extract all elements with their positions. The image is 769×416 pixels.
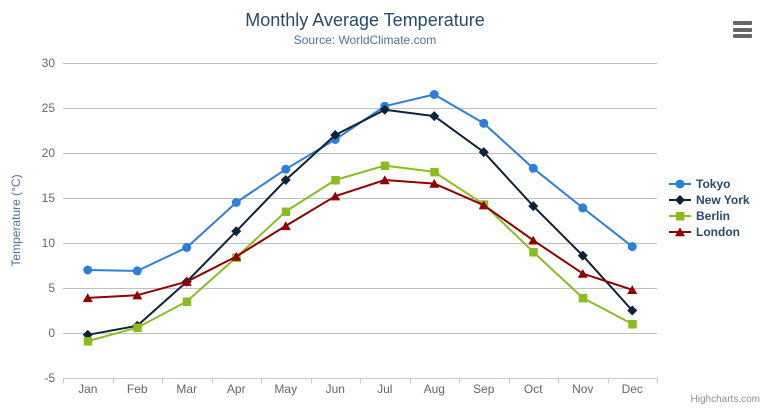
legend-item-label: Berlin [696, 209, 731, 223]
data-point-berlin-jan[interactable] [83, 337, 93, 346]
x-axis-label: Mar [176, 382, 197, 396]
data-point-tokyo-nov[interactable] [578, 203, 588, 213]
diamond-icon[interactable] [675, 195, 685, 205]
hamburger-icon [733, 27, 752, 32]
series-line-new-york [86, 108, 634, 336]
data-point-tokyo-oct[interactable] [528, 163, 538, 173]
x-axis-label: Jan [78, 382, 97, 396]
y-axis-label: 15 [42, 191, 56, 205]
data-point-tokyo-jan[interactable] [83, 265, 93, 275]
data-point-tokyo-sep[interactable] [479, 118, 489, 128]
data-point-new-york-jul[interactable] [379, 104, 390, 115]
x-axis-label: Feb [127, 382, 148, 396]
x-axis-label: Apr [227, 382, 246, 396]
x-axis-label: Aug [424, 382, 445, 396]
legend-item-new-york[interactable]: New York [668, 192, 750, 208]
legend-item-label: New York [696, 193, 750, 207]
data-point-berlin-mar[interactable] [182, 297, 192, 307]
legend-item-label: London [696, 225, 740, 239]
x-axis-label: Oct [524, 382, 543, 396]
data-point-berlin-feb[interactable] [133, 323, 142, 333]
x-axis-label: Sep [473, 382, 495, 396]
y-axis-label: 0 [48, 326, 55, 340]
data-point-new-york-aug[interactable] [429, 111, 440, 122]
series-new-york [82, 104, 638, 340]
data-point-london-jan[interactable] [82, 293, 93, 303]
export-menu-button[interactable] [733, 21, 752, 38]
data-point-london-feb[interactable] [132, 290, 143, 300]
legend-item-label: Tokyo [696, 177, 731, 191]
data-point-new-york-may[interactable] [280, 175, 291, 185]
data-point-berlin-jul[interactable] [380, 161, 390, 171]
legend-marker-triangle [669, 227, 691, 237]
y-axis-label: 25 [42, 101, 56, 115]
data-point-tokyo-mar[interactable] [182, 243, 192, 252]
data-point-berlin-may[interactable] [281, 207, 291, 217]
x-axis-label: Dec [622, 382, 643, 396]
data-point-new-york-dec[interactable] [627, 305, 638, 316]
data-point-london-oct[interactable] [528, 235, 539, 245]
data-point-london-mar[interactable] [181, 277, 192, 286]
data-point-berlin-dec[interactable] [628, 320, 637, 329]
x-axis-label: Jun [326, 382, 345, 396]
data-point-berlin-jun[interactable] [331, 176, 340, 185]
legend-item-london[interactable]: London [668, 224, 750, 240]
y-axis-title: Temperature (°C) [9, 174, 23, 266]
data-point-london-may[interactable] [280, 221, 291, 231]
circle-icon[interactable] [675, 179, 685, 189]
x-axis-label: Nov [572, 382, 593, 396]
data-point-tokyo-feb[interactable] [132, 266, 142, 276]
legend-item-tokyo[interactable]: Tokyo [668, 176, 750, 192]
data-point-new-york-sep[interactable] [478, 147, 489, 158]
legend-marker-square [669, 212, 691, 221]
y-axis-label: 20 [42, 146, 56, 160]
data-point-tokyo-apr[interactable] [231, 198, 241, 207]
series-london [82, 175, 638, 303]
data-point-london-aug[interactable] [429, 179, 440, 188]
square-icon[interactable] [676, 212, 685, 221]
y-axis-label: -5 [44, 371, 55, 385]
credits-link[interactable]: Highcharts.com [690, 394, 760, 405]
data-point-tokyo-aug[interactable] [429, 90, 439, 99]
data-point-new-york-apr[interactable] [231, 226, 242, 237]
data-point-tokyo-dec[interactable] [627, 242, 637, 252]
data-point-berlin-oct[interactable] [529, 248, 538, 257]
hamburger-icon [733, 34, 752, 38]
legend-marker-circle [669, 179, 691, 189]
legend-marker-diamond [669, 195, 691, 205]
hamburger-icon [733, 21, 752, 25]
y-axis-label: 5 [48, 281, 55, 295]
data-point-london-dec[interactable] [627, 285, 638, 294]
data-point-new-york-nov[interactable] [577, 250, 588, 261]
chart-subtitle: Source: WorldClimate.com [293, 33, 437, 47]
x-axis-label: May [274, 382, 297, 396]
series-line-berlin [86, 164, 634, 343]
data-point-london-jul[interactable] [379, 175, 390, 185]
data-point-tokyo-may[interactable] [281, 164, 291, 174]
series-line-london [86, 179, 634, 299]
data-point-london-apr[interactable] [231, 251, 242, 261]
data-point-london-nov[interactable] [577, 269, 588, 278]
series-line-tokyo [86, 93, 634, 272]
series-tokyo [83, 90, 637, 276]
chart-title: Monthly Average Temperature [245, 10, 485, 30]
data-point-berlin-aug[interactable] [430, 167, 439, 177]
data-point-new-york-jun[interactable] [330, 130, 341, 140]
x-axis-label: Jul [377, 382, 392, 396]
y-axis-label: 30 [42, 56, 56, 70]
legend: Tokyo New York Berlin London [668, 176, 750, 240]
y-axis-label: 10 [42, 236, 56, 250]
data-point-new-york-oct[interactable] [528, 201, 539, 212]
data-point-london-sep[interactable] [478, 200, 489, 210]
legend-item-berlin[interactable]: Berlin [668, 208, 750, 224]
triangle-icon[interactable] [675, 227, 685, 237]
data-point-berlin-nov[interactable] [578, 293, 588, 303]
data-point-london-jun[interactable] [330, 191, 341, 201]
